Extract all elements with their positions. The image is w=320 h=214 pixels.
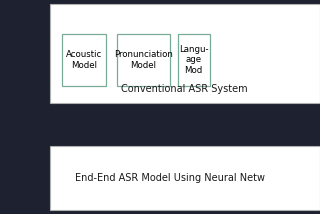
FancyBboxPatch shape [178,34,210,86]
FancyBboxPatch shape [62,34,106,86]
FancyBboxPatch shape [50,146,320,210]
Polygon shape [0,4,50,103]
FancyBboxPatch shape [50,146,320,210]
FancyBboxPatch shape [0,4,50,103]
FancyBboxPatch shape [50,4,320,103]
Text: End-End ASR Model Using Neural Netw: End-End ASR Model Using Neural Netw [75,173,265,183]
Text: Acoustic
Model: Acoustic Model [66,50,102,70]
Polygon shape [0,146,50,210]
Text: Conventional ASR System: Conventional ASR System [122,84,248,94]
Text: Pronunciation
Model: Pronunciation Model [114,50,172,70]
FancyBboxPatch shape [0,146,50,210]
FancyBboxPatch shape [117,34,170,86]
Text: Langu-
age
Mod: Langu- age Mod [179,45,208,75]
FancyBboxPatch shape [50,4,320,103]
